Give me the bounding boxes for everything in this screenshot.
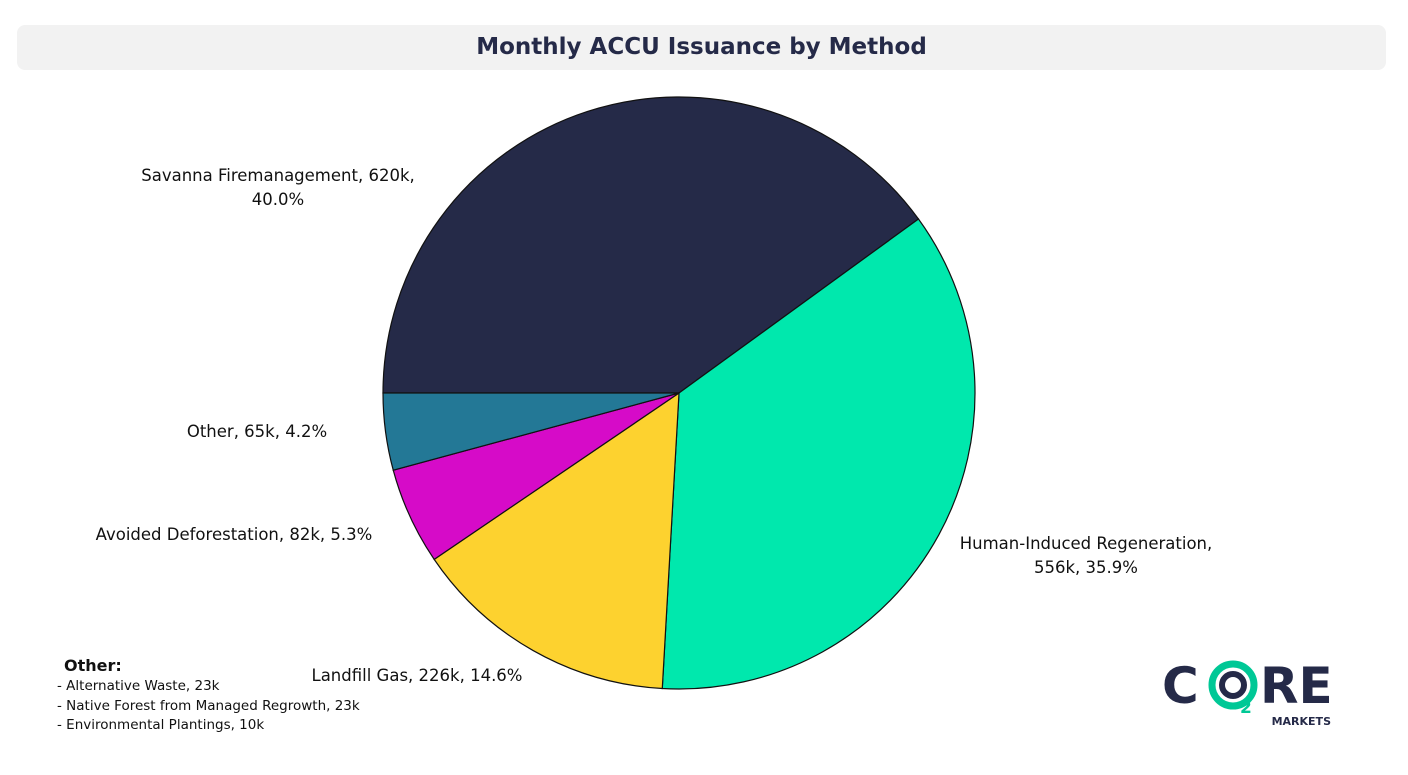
notes-item: - Native Forest from Managed Regrowth, 2…: [57, 697, 360, 714]
other-notes: Other: - Alternative Waste, 23k - Native…: [57, 655, 360, 736]
slice-label: Savanna Firemanagement, 620k, 40.0%: [141, 166, 415, 209]
pie-slice: [382, 392, 680, 471]
title-bar: Monthly ACCU Issuance by Method: [17, 25, 1386, 70]
logo-text: C: [1162, 657, 1199, 715]
notes-item: - Alternative Waste, 23k: [57, 678, 220, 694]
slice-label: Human-Induced Regeneration, 556k, 35.9%: [959, 534, 1213, 577]
logo-ring: [1219, 671, 1247, 699]
logo-subscript: 2: [1240, 698, 1252, 718]
notes-item: - Environmental Plantings, 10k: [57, 717, 265, 733]
chart-title: Monthly ACCU Issuance by Method: [476, 34, 927, 60]
logo-text: RE: [1260, 657, 1333, 715]
notes-title: Other:: [64, 656, 122, 675]
logo: C 2 RE MARKETS: [1162, 657, 1333, 728]
pie-slice: [661, 218, 976, 690]
pie-slice: [433, 391, 680, 690]
logo-tagline: MARKETS: [1272, 715, 1331, 728]
logo-ring: [1208, 660, 1258, 710]
slice-label: Other, 65k, 4.2%: [186, 422, 328, 441]
pie-slice: [382, 96, 920, 394]
slice-label: Avoided Deforestation, 82k, 5.3%: [95, 525, 373, 544]
slice-label: Landfill Gas, 226k, 14.6%: [311, 666, 523, 685]
